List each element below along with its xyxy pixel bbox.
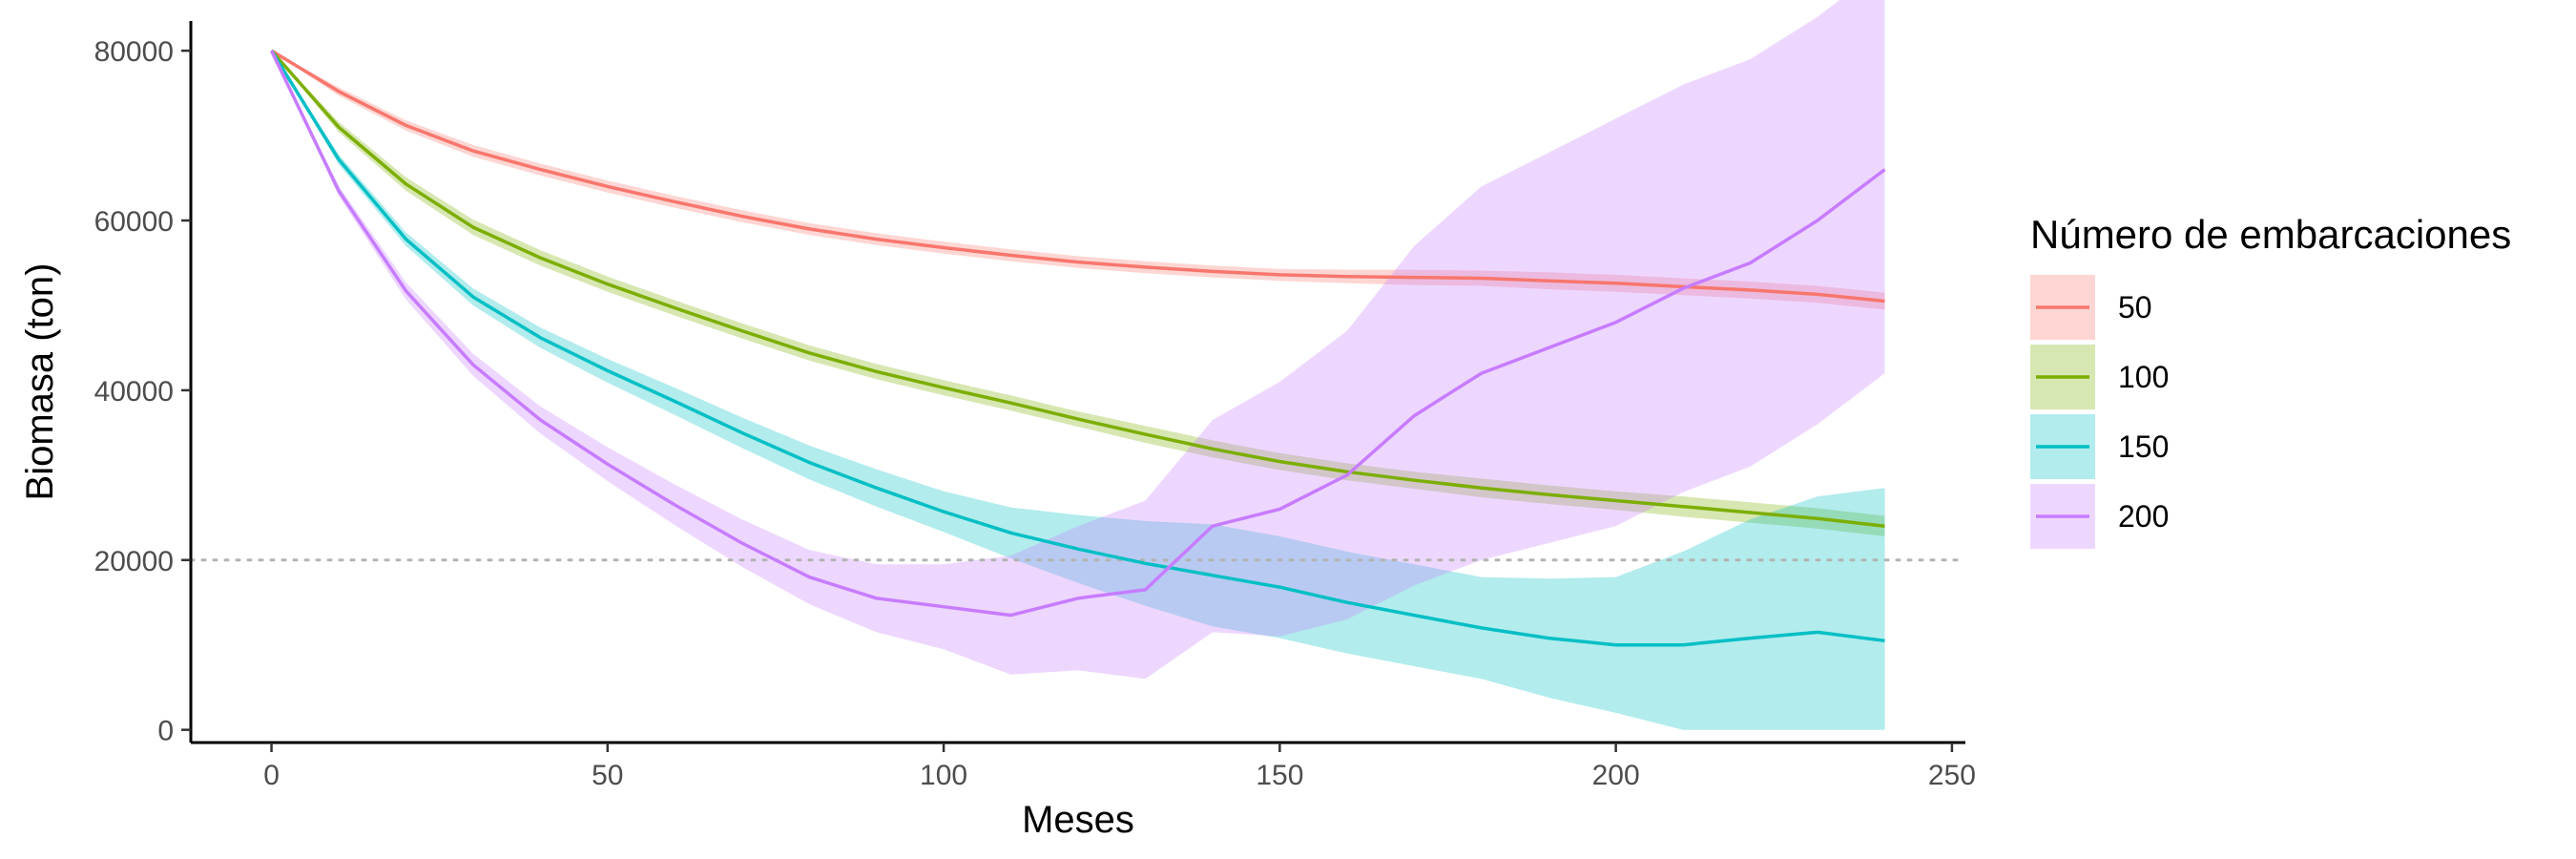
- series-150-band: [271, 51, 1885, 730]
- x-tick-label: 100: [920, 760, 967, 791]
- x-tick-label: 50: [592, 760, 623, 791]
- legend-label-200: 200: [2118, 499, 2169, 534]
- y-tick-label: 20000: [94, 546, 174, 577]
- lines-layer: [269, 49, 1886, 647]
- axes-layer: 0 50 100 150 200 250 0 20000 40000 60000 80000: [94, 21, 1976, 791]
- series-100-line: [270, 49, 1885, 528]
- legend-label-150: 150: [2118, 430, 2169, 464]
- series-200-line: [269, 50, 1886, 618]
- y-tick-label: 80000: [94, 36, 174, 68]
- bands-layer: [271, 0, 1885, 730]
- series-200-band: [271, 0, 1885, 680]
- y-tick-label: 0: [157, 716, 174, 747]
- x-tick-label: 250: [1928, 760, 1976, 791]
- legend-label-100: 100: [2118, 360, 2169, 394]
- series-50-band: [271, 51, 1885, 310]
- series-150-line: [270, 50, 1885, 647]
- x-tick-label: 150: [1256, 760, 1303, 791]
- x-tick-label: 200: [1592, 760, 1640, 791]
- y-tick-label: 60000: [94, 206, 174, 238]
- y-axis-title: Biomasa (ton): [19, 263, 61, 501]
- legend-label-50: 50: [2118, 290, 2152, 325]
- legend: Número de embarcaciones 50 100 150 200: [2030, 212, 2511, 549]
- x-tick-label: 0: [263, 760, 280, 791]
- legend-title: Número de embarcaciones: [2030, 212, 2511, 257]
- series-50-line: [270, 49, 1885, 304]
- x-axis-title: Meses: [1022, 799, 1134, 841]
- y-tick-label: 40000: [94, 376, 174, 408]
